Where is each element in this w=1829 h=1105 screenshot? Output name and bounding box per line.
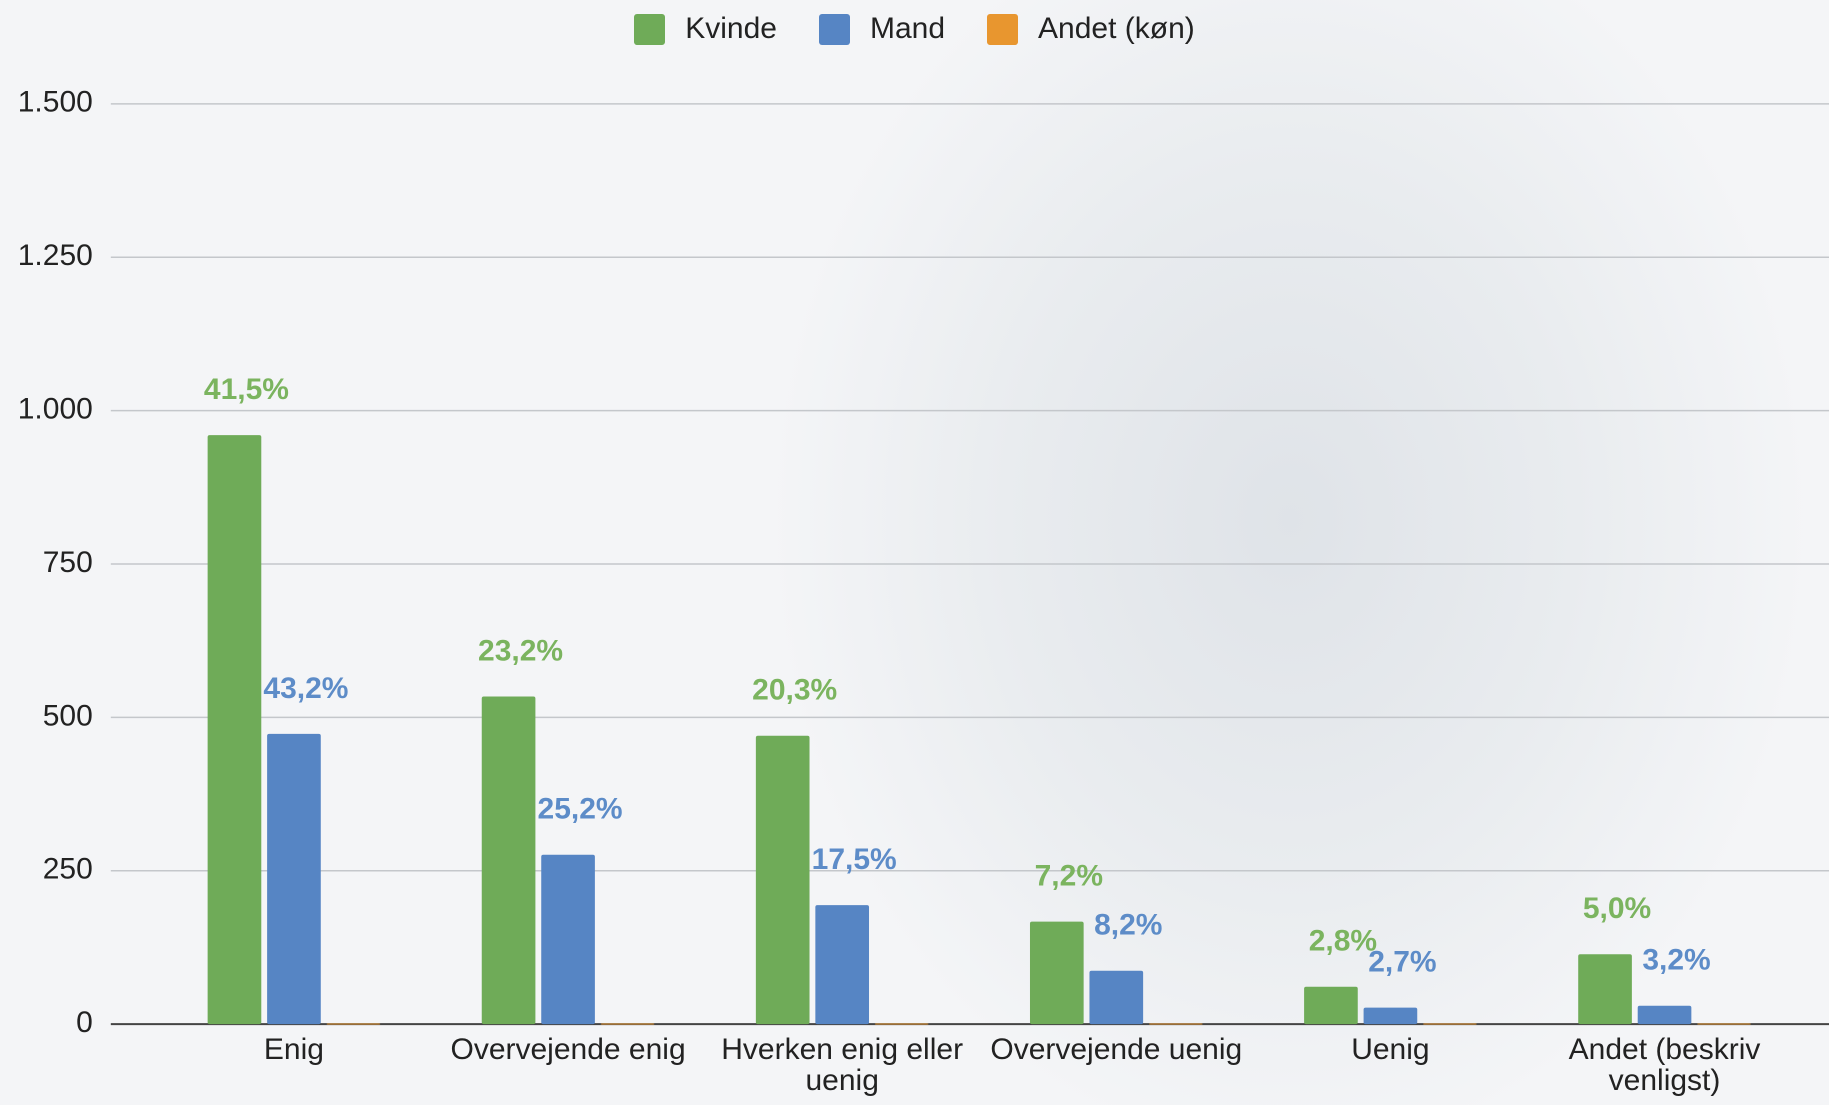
value-label: 43,2% [263, 672, 348, 705]
bar [1089, 971, 1143, 1024]
x-tick-label: Overvejende enig [433, 1034, 703, 1065]
bar [267, 734, 321, 1024]
page: {"chart_data": {"type": "bar", "categori… [0, 0, 1829, 1105]
value-label: 20,3% [752, 674, 837, 707]
y-tick-label: 1.250 [18, 239, 93, 272]
bar [1423, 1024, 1477, 1025]
x-tick-label: Hverken enig eller uenig [707, 1034, 977, 1096]
bar [482, 697, 536, 1025]
bar [541, 855, 595, 1024]
y-tick-label: 250 [43, 853, 93, 886]
x-tick-label: Enig [159, 1034, 429, 1065]
value-label: 23,2% [478, 634, 563, 667]
bar [1304, 987, 1358, 1024]
bar [208, 435, 262, 1024]
x-tick-label: Overvejende uenig [981, 1034, 1251, 1065]
value-label: 8,2% [1094, 909, 1162, 942]
bar [601, 1024, 655, 1025]
bar [875, 1024, 929, 1025]
y-tick-label: 500 [43, 699, 93, 732]
y-tick-label: 0 [76, 1006, 93, 1039]
bar [1697, 1024, 1751, 1025]
value-label: 41,5% [204, 373, 289, 406]
value-label: 5,0% [1583, 892, 1651, 925]
bar [327, 1024, 381, 1025]
y-tick-label: 1.500 [18, 86, 93, 119]
value-label: 3,2% [1642, 944, 1710, 977]
bar [756, 736, 810, 1024]
x-tick-label: Uenig [1255, 1034, 1525, 1065]
y-tick-label: 750 [43, 546, 93, 579]
value-label: 25,2% [538, 793, 623, 826]
bar [815, 905, 869, 1024]
bar [1364, 1008, 1418, 1025]
bar [1149, 1024, 1203, 1025]
chart: 0 250 500 750 1.000 1.250 1.500 41,5% 43,2% 23,2%… [0, 0, 1829, 1105]
x-tick-label: Andet (beskriv venligst) [1530, 1034, 1800, 1096]
y-tick-label: 1.000 [18, 393, 93, 426]
bar [1638, 1006, 1692, 1024]
value-label: 2,7% [1368, 946, 1436, 979]
value-label: 17,5% [812, 843, 897, 876]
value-label: 7,2% [1035, 860, 1103, 893]
value-label: 2,8% [1309, 925, 1377, 958]
bar [1578, 954, 1632, 1024]
bar [1030, 922, 1084, 1024]
